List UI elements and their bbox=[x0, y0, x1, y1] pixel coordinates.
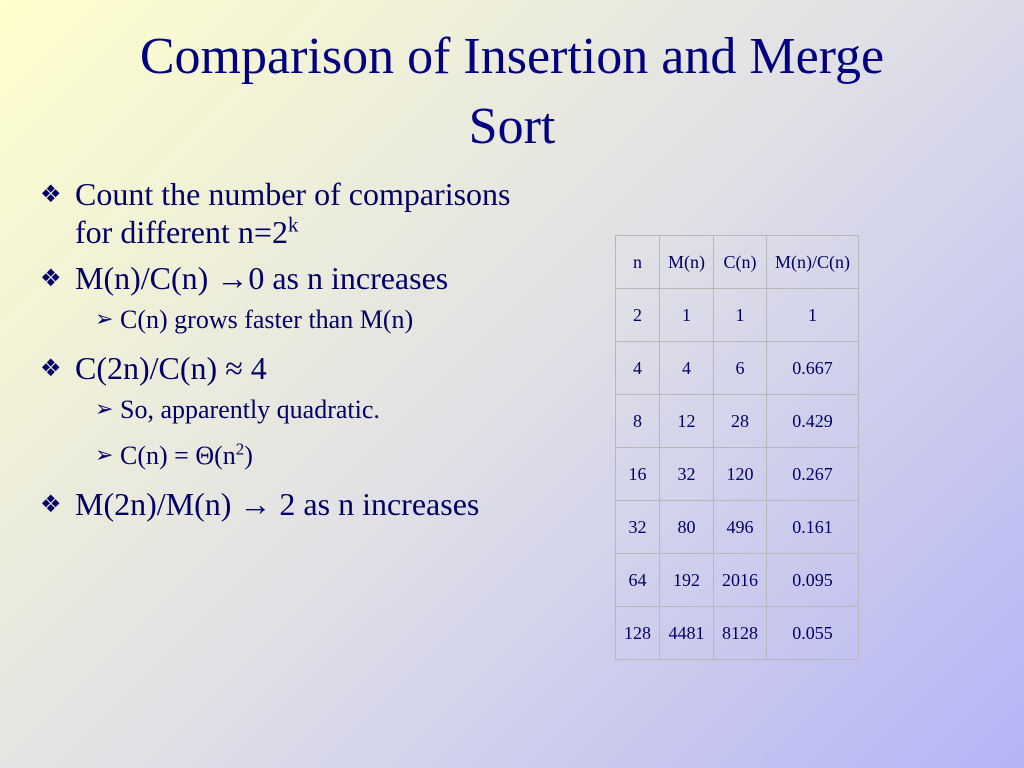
bullet-text: C(n) = Θ(n bbox=[120, 441, 236, 470]
bullet: M(n)/C(n) →0 as n increases C(n) grows fa… bbox=[40, 259, 545, 337]
sub-bullet: C(n) grows faster than M(n) bbox=[75, 303, 545, 337]
bullet-text: M(n)/C(n) →0 as n increases bbox=[75, 260, 449, 296]
sub-bullet: C(n) = Θ(n2) bbox=[75, 439, 545, 473]
data-table: n M(n) C(n) M(n)/C(n) 2 1 1 1 4 4 6 0.667 8 12 28 0.429… bbox=[615, 235, 859, 660]
bullet: M(2n)/M(n) → 2 as n increases bbox=[40, 485, 545, 523]
header-cell: n bbox=[615, 235, 660, 289]
table-header-row: n M(n) C(n) M(n)/C(n) bbox=[615, 235, 859, 289]
bullet: C(2n)/C(n) ≈ 4 So, apparently quadratic. C… bbox=[40, 349, 545, 473]
bullet: Count the number of comparisons for diff… bbox=[40, 175, 545, 251]
table-cell: 80 bbox=[659, 500, 714, 554]
bullet-text: C(2n)/C(n) ≈ 4 bbox=[75, 350, 267, 386]
table-cell: 0.161 bbox=[766, 500, 859, 554]
table-cell: 4481 bbox=[659, 606, 714, 660]
table-cell: 8 bbox=[615, 394, 660, 448]
table-cell: 0.095 bbox=[766, 553, 859, 607]
header-cell: M(n)/C(n) bbox=[766, 235, 859, 289]
table-row: 8 12 28 0.429 bbox=[615, 394, 859, 448]
bullet-text: ) bbox=[244, 441, 253, 470]
table-cell: 496 bbox=[713, 500, 767, 554]
table-row: 128 4481 8128 0.055 bbox=[615, 606, 859, 660]
bullet-text: Count the number of comparisons for diff… bbox=[75, 176, 511, 250]
table-row: 4 4 6 0.667 bbox=[615, 341, 859, 395]
bullet-list: Count the number of comparisons for diff… bbox=[40, 175, 545, 531]
superscript: k bbox=[287, 213, 299, 237]
table-cell: 120 bbox=[713, 447, 767, 501]
bullet-text: C(n) grows faster than M(n) bbox=[120, 305, 414, 334]
table-cell: 192 bbox=[659, 553, 714, 607]
table-cell: 4 bbox=[659, 341, 714, 395]
table-cell: 32 bbox=[615, 500, 660, 554]
table-cell: 0.055 bbox=[766, 606, 859, 660]
table-cell: 128 bbox=[615, 606, 660, 660]
sub-bullet-list: C(n) grows faster than M(n) bbox=[75, 303, 545, 337]
table-cell: 2016 bbox=[713, 553, 767, 607]
sub-bullet-list: So, apparently quadratic. C(n) = Θ(n2) bbox=[75, 393, 545, 473]
superscript: 2 bbox=[235, 439, 245, 459]
slide-title: Comparison of Insertion and Merge Sort bbox=[139, 28, 885, 155]
table-cell: 1 bbox=[659, 288, 714, 342]
header-cell: M(n) bbox=[659, 235, 714, 289]
bullet-text: M(2n)/M(n) → 2 as n increases bbox=[75, 486, 480, 522]
table-cell: 0.267 bbox=[766, 447, 859, 501]
table-cell: 6 bbox=[713, 341, 767, 395]
table-cell: 2 bbox=[615, 288, 660, 342]
table-cell: 16 bbox=[615, 447, 660, 501]
bullet-text: So, apparently quadratic. bbox=[120, 395, 380, 424]
table-cell: 4 bbox=[615, 341, 660, 395]
table-cell: 32 bbox=[659, 447, 714, 501]
table-row: 16 32 120 0.267 bbox=[615, 447, 859, 501]
table-cell: 0.667 bbox=[766, 341, 859, 395]
table-cell: 1 bbox=[713, 288, 767, 342]
table-cell: 0.429 bbox=[766, 394, 859, 448]
table-cell: 8128 bbox=[713, 606, 767, 660]
table-cell: 28 bbox=[713, 394, 767, 448]
table-cell: 1 bbox=[766, 288, 859, 342]
table-row: 64 192 2016 0.095 bbox=[615, 553, 859, 607]
table-row: 32 80 496 0.161 bbox=[615, 500, 859, 554]
table-cell: 64 bbox=[615, 553, 660, 607]
table-cell: 12 bbox=[659, 394, 714, 448]
sub-bullet: So, apparently quadratic. bbox=[75, 393, 545, 427]
header-cell: C(n) bbox=[713, 235, 767, 289]
